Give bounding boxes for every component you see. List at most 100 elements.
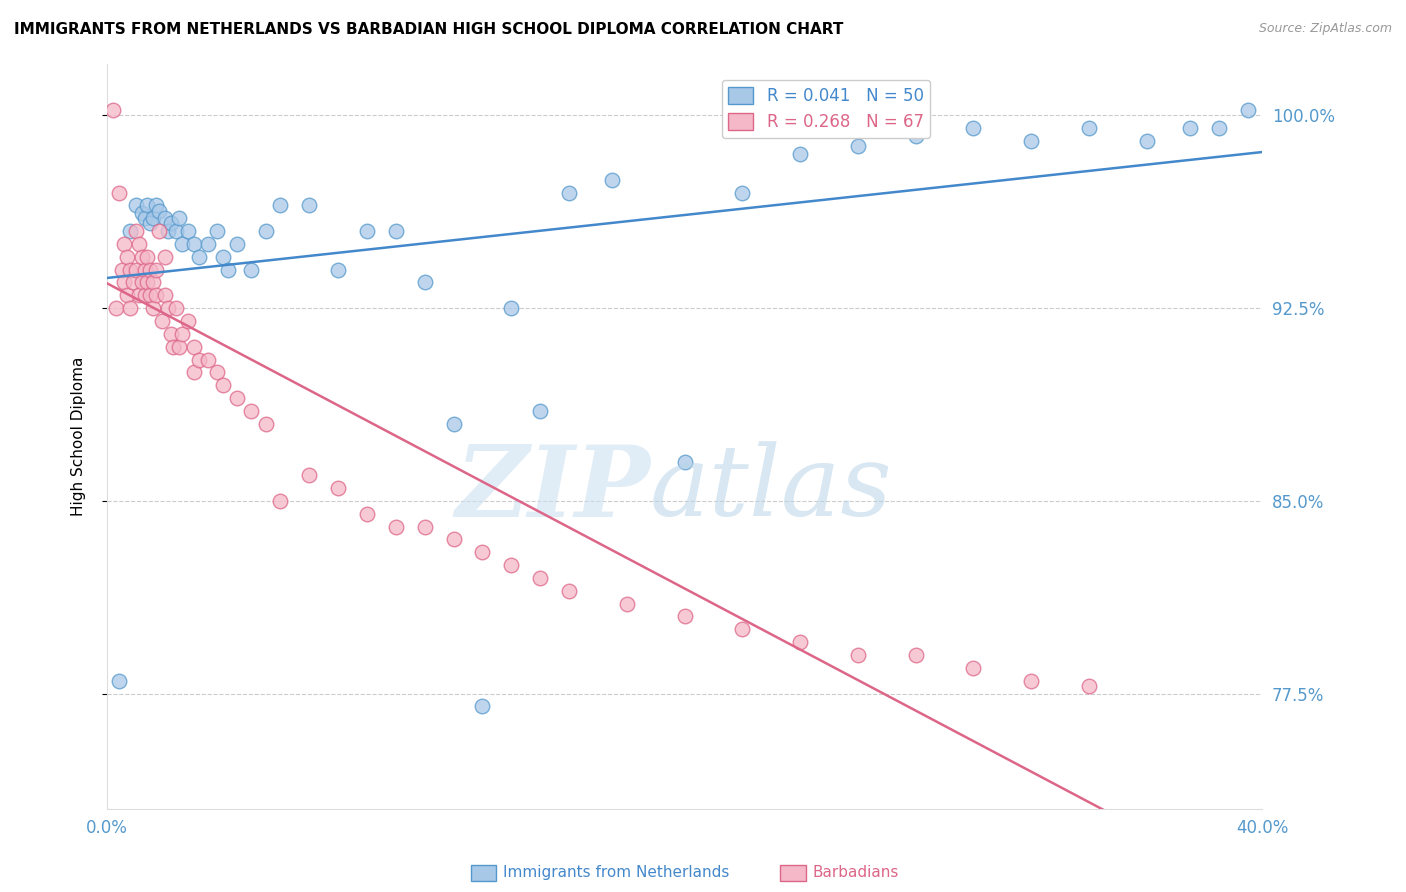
Point <box>112 276 135 290</box>
Point <box>673 455 696 469</box>
Point <box>356 507 378 521</box>
Text: atlas: atlas <box>650 442 893 536</box>
Point <box>501 301 523 315</box>
Point <box>177 314 200 328</box>
Point <box>172 326 194 341</box>
Point <box>673 609 696 624</box>
Point <box>128 236 150 251</box>
Point <box>125 198 148 212</box>
Point <box>413 276 436 290</box>
Point <box>254 417 277 431</box>
Point <box>134 211 156 226</box>
Point <box>159 216 181 230</box>
Point <box>172 236 194 251</box>
Text: Immigrants from Netherlands: Immigrants from Netherlands <box>503 865 730 880</box>
Text: Source: ZipAtlas.com: Source: ZipAtlas.com <box>1258 22 1392 36</box>
Point <box>153 211 176 226</box>
Point <box>136 250 159 264</box>
Point <box>529 571 551 585</box>
Point <box>501 558 523 572</box>
Point <box>1208 121 1230 136</box>
Point <box>136 198 159 212</box>
Point <box>789 635 811 649</box>
Point <box>120 262 142 277</box>
Point <box>385 224 408 238</box>
Point <box>1178 121 1201 136</box>
Point <box>131 276 153 290</box>
Point <box>356 224 378 238</box>
Point <box>846 139 869 153</box>
Point <box>326 262 349 277</box>
Point <box>177 224 200 238</box>
Point <box>1077 121 1099 136</box>
Point <box>104 301 127 315</box>
Point <box>471 545 494 559</box>
Legend: R = 0.041   N = 50, R = 0.268   N = 67: R = 0.041 N = 50, R = 0.268 N = 67 <box>721 80 931 138</box>
Point <box>298 468 321 483</box>
Point <box>211 250 233 264</box>
Point <box>156 301 179 315</box>
Point <box>904 648 927 662</box>
Point <box>167 340 190 354</box>
Point <box>183 365 205 379</box>
Point <box>197 352 219 367</box>
Point <box>731 186 754 200</box>
Point <box>148 203 170 218</box>
Point <box>150 314 173 328</box>
Point <box>153 288 176 302</box>
Point <box>145 262 167 277</box>
Point <box>254 224 277 238</box>
Point <box>558 186 581 200</box>
Point <box>162 340 184 354</box>
Point <box>107 673 129 688</box>
Point <box>183 236 205 251</box>
Point <box>529 404 551 418</box>
Point <box>142 276 165 290</box>
Point <box>139 216 162 230</box>
Point <box>1019 673 1042 688</box>
Point <box>205 365 228 379</box>
Point <box>142 301 165 315</box>
Point <box>240 262 263 277</box>
Point <box>165 301 187 315</box>
Point <box>197 236 219 251</box>
Point <box>240 404 263 418</box>
Point <box>326 481 349 495</box>
Point <box>1135 134 1157 148</box>
Point <box>145 198 167 212</box>
Text: IMMIGRANTS FROM NETHERLANDS VS BARBADIAN HIGH SCHOOL DIPLOMA CORRELATION CHART: IMMIGRANTS FROM NETHERLANDS VS BARBADIAN… <box>14 22 844 37</box>
Point <box>211 378 233 392</box>
Point <box>962 661 984 675</box>
Point <box>269 493 291 508</box>
Point <box>962 121 984 136</box>
Point <box>117 288 139 302</box>
Point <box>413 519 436 533</box>
Point <box>789 147 811 161</box>
Point <box>120 224 142 238</box>
Point <box>846 648 869 662</box>
Point <box>385 519 408 533</box>
Text: ZIP: ZIP <box>456 441 650 537</box>
Point <box>167 211 190 226</box>
Point <box>122 276 145 290</box>
Point <box>269 198 291 212</box>
Point <box>731 622 754 636</box>
Point <box>226 236 249 251</box>
Point <box>1019 134 1042 148</box>
Point <box>131 206 153 220</box>
Point <box>125 224 148 238</box>
Point <box>156 224 179 238</box>
Point <box>134 288 156 302</box>
Point <box>142 211 165 226</box>
Point <box>153 250 176 264</box>
Point <box>443 417 465 431</box>
Point <box>217 262 239 277</box>
Point <box>602 172 624 186</box>
Point <box>616 597 638 611</box>
Point <box>471 699 494 714</box>
Point <box>148 224 170 238</box>
Point <box>188 250 211 264</box>
Point <box>101 103 124 118</box>
Point <box>136 276 159 290</box>
Point <box>183 340 205 354</box>
